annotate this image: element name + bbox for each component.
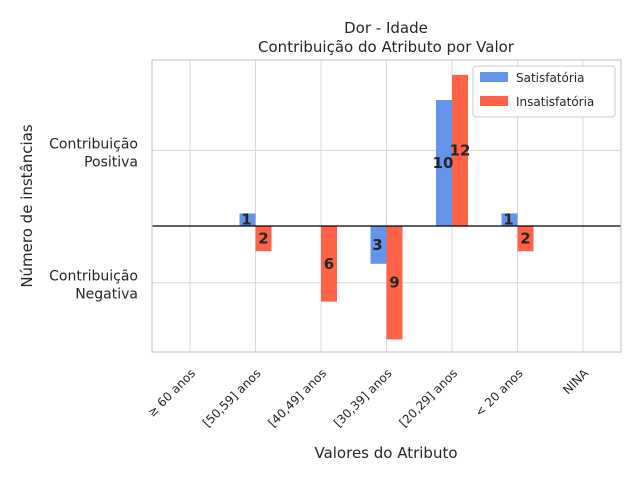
bar-value-label: 9 <box>389 274 399 292</box>
x-tick-labels: ≥ 60 anos [50,59] anos [40,49] anos [30,39]… <box>145 366 592 430</box>
legend: Satisfatória Insatisfatória <box>472 65 616 118</box>
x-tick-label: [50,59] anos <box>200 366 264 430</box>
bar-insatisfatoria <box>386 226 403 340</box>
bar-satisfatoria <box>239 213 256 226</box>
legend-label-satisfatoria: Satisfatória <box>516 71 585 85</box>
y-tick-label: Contribuição Negativa <box>49 269 138 303</box>
bar-value-label: 1 <box>241 211 251 229</box>
plot-frame <box>151 59 622 353</box>
y-axis-label: Número de instâncias <box>18 124 36 288</box>
bar-satisfatoria <box>501 213 518 226</box>
bar-value-label: 6 <box>324 255 334 273</box>
bar-satisfatoria <box>370 226 387 264</box>
bar-insatisfatoria <box>452 74 468 226</box>
bar-satisfatoria <box>436 100 452 226</box>
bar-insatisfatoria <box>255 226 272 252</box>
legend-swatch-insatisfatoria <box>480 96 508 106</box>
x-tick-label: < 20 anos <box>472 366 525 419</box>
y-tick-labels: Contribuição Positiva Contribuição Negativa <box>49 136 138 302</box>
bar-insatisfatoria <box>321 226 337 302</box>
legend-swatch-satisfatoria <box>480 72 508 82</box>
chart-subtitle: Contribuição do Atributo por Valor <box>258 38 515 56</box>
x-axis-label: Valores do Atributo <box>314 444 457 462</box>
x-tick-label: [40,49] anos <box>265 366 329 430</box>
x-tick-label: ≥ 60 anos <box>145 366 198 419</box>
legend-box <box>472 65 616 118</box>
bar-value-label: 2 <box>258 230 268 248</box>
chart-title: Dor - Idade <box>344 19 428 37</box>
bar-value-label: 10 <box>433 154 454 172</box>
bar-value-label: 3 <box>372 236 382 254</box>
bar-value-label: 12 <box>450 141 471 159</box>
bars <box>239 74 534 340</box>
y-tick-label: Contribuição Positiva <box>49 136 138 170</box>
bar-insatisfatoria <box>517 226 534 252</box>
legend-label-insatisfatoria: Insatisfatória <box>516 95 594 109</box>
bar-value-label: 2 <box>520 230 530 248</box>
x-tick-label: NINA <box>560 366 591 397</box>
x-tick-label: [30,39] anos <box>331 366 395 430</box>
bar-value-label: 1 <box>503 211 513 229</box>
x-tick-label: [20,29] anos <box>396 366 460 430</box>
